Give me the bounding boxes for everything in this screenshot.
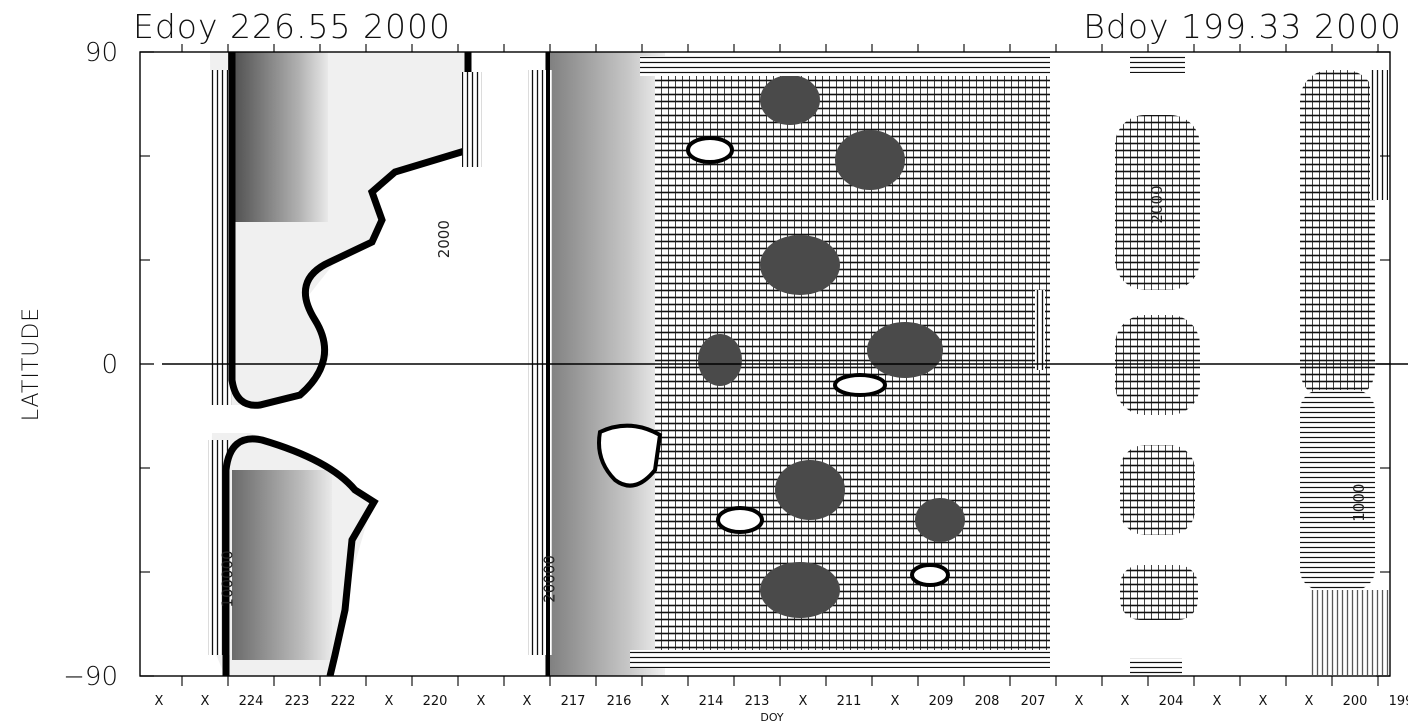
x-tick-label: X xyxy=(201,694,210,709)
x-tick-label: X xyxy=(155,694,164,709)
contour-cluster-207-stem xyxy=(1035,290,1045,370)
x-tick-label: 216 xyxy=(607,694,632,709)
x-tick-label: X xyxy=(477,694,486,709)
contour-level-label: 20000 xyxy=(541,555,559,603)
x-tick-label: X xyxy=(523,694,532,709)
contour-level-label: 2000 xyxy=(435,220,453,258)
contour-level-label: 2000 xyxy=(1148,185,1166,223)
x-tick-label: 209 xyxy=(929,694,954,709)
x-tick-label: 200 xyxy=(1343,694,1368,709)
x-tick-label: X xyxy=(1213,694,1222,709)
gray-gradient-left-lower xyxy=(232,470,332,660)
x-tick-label: X xyxy=(1259,694,1268,709)
x-tick-label: 223 xyxy=(285,694,310,709)
x-tick-label: 207 xyxy=(1021,694,1046,709)
contour-band-left-edge-upper xyxy=(210,70,232,405)
right-contour-cluster xyxy=(1300,70,1390,675)
y-axis-title: LATITUDE xyxy=(19,307,44,421)
x-tick-label: 220 xyxy=(423,694,448,709)
contour-band-top-right-left-block xyxy=(462,72,482,167)
plot-area xyxy=(139,51,1408,677)
contour-level-label: 1000 xyxy=(1350,484,1368,522)
isolated-ovals-204 xyxy=(1115,55,1200,674)
x-axis-title: DOY xyxy=(760,711,784,723)
contour-line-left-lower xyxy=(222,435,379,676)
x-tick-label: 204 xyxy=(1159,694,1184,709)
x-tick-label: 222 xyxy=(331,694,356,709)
x-tick-label: 224 xyxy=(239,694,264,709)
x-tick-label: 211 xyxy=(837,694,862,709)
x-tick-label: X xyxy=(385,694,394,709)
x-tick-label: X xyxy=(661,694,670,709)
x-axis: X X 224 223 222 X 220 X X 217 216 X 214 213 X 211 X 209 20… xyxy=(155,44,1408,709)
contour-cluster-207-lower xyxy=(995,360,1045,500)
x-tick-label: 213 xyxy=(745,694,770,709)
contour-cluster-207-upper xyxy=(985,118,1035,168)
chart-title-right: Bdoy 199.33 2000 xyxy=(1083,7,1402,46)
y-tick-label: −90 xyxy=(63,662,118,692)
white-blob-group xyxy=(597,136,950,587)
dark-blob-group xyxy=(698,75,965,618)
contour-band-top-strip xyxy=(640,56,1050,76)
x-tick-label: 199 xyxy=(1389,694,1408,709)
y-axis: 90 0 −90 xyxy=(63,38,1390,692)
y-tick-label: 90 xyxy=(85,38,118,68)
contour-band-bottom-strip xyxy=(630,650,1050,668)
x-tick-label: X xyxy=(1305,694,1314,709)
contour-labels: 1000 2000 2000 20000 100000 xyxy=(219,185,1369,607)
contour-field xyxy=(208,52,1390,676)
chart-title-left: Edoy 226.55 2000 xyxy=(133,7,451,46)
x-tick-label: 214 xyxy=(699,694,724,709)
x-tick-label: X xyxy=(891,694,900,709)
x-tick-label: X xyxy=(799,694,808,709)
x-tick-label: 217 xyxy=(561,694,586,709)
contour-level-label: 100000 xyxy=(219,550,237,607)
x-tick-label: 208 xyxy=(975,694,1000,709)
contour-line-left-upper xyxy=(228,52,472,409)
gray-gradient-left-upper xyxy=(228,52,328,222)
y-tick-label: 0 xyxy=(101,350,118,380)
x-tick-label: X xyxy=(1121,694,1130,709)
x-tick-label: X xyxy=(1075,694,1084,709)
